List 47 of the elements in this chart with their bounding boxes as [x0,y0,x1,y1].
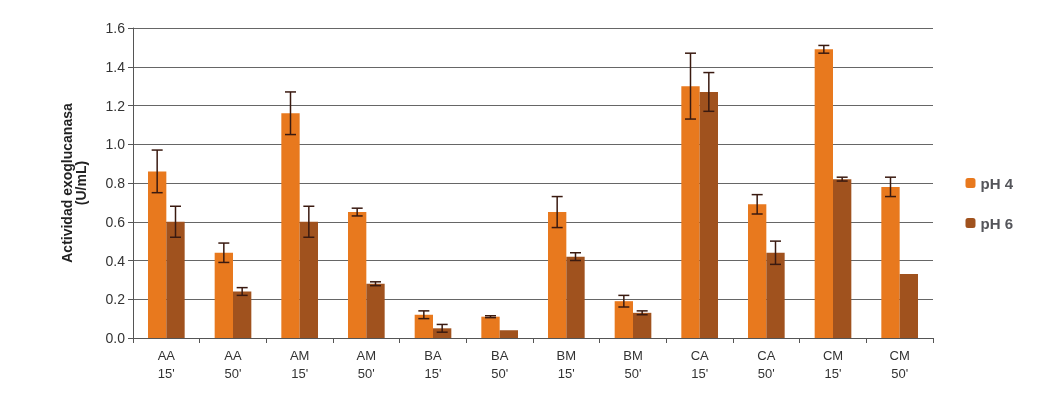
bar [281,113,300,338]
bar [233,291,252,338]
x-tick-label: BA 15' [424,347,442,381]
y-tick-label: 1.0 [105,136,126,153]
y-tick-label: 1.6 [105,20,126,36]
bar [881,186,900,338]
x-tick-label: CM 15' [822,347,844,381]
bar [614,301,633,338]
y-tick-label: 0.6 [105,213,126,230]
x-tick-label: CM 50' [889,347,910,381]
x-tick-label: BM 50' [623,347,643,381]
bar [481,316,500,338]
bar [299,221,318,338]
bar [166,221,185,338]
bar [748,204,767,338]
bar [699,91,718,338]
x-tick-label: AM 50' [356,347,377,381]
bar [566,256,585,338]
x-tick-label: BA 50' [490,347,509,381]
bar [766,252,785,338]
bar [499,330,518,338]
y-tick-label: 1.2 [105,97,126,114]
x-tick-label: CA 15' [690,347,710,381]
bar [148,171,167,338]
legend-label: pH 4 [980,174,1014,192]
x-tick-label: AA 15' [157,347,176,381]
bar [214,252,233,338]
y-tick-label: 0.2 [105,291,126,308]
x-tick-label: AA 50' [224,347,242,381]
bar [414,314,433,338]
x-tick-label: BM 15' [556,347,577,381]
bar [348,212,367,338]
y-tick-label: 0.8 [105,175,126,191]
bar [833,179,852,338]
bar [899,274,918,338]
bar [548,212,567,338]
x-tick-label: CA 50' [757,347,776,381]
bar [366,283,385,338]
legend-label: pH 6 [980,214,1014,232]
bar [681,86,700,338]
y-axis-title: Actividad exoglucanasa (U/mL) [59,103,89,263]
y-tick-label: 1.4 [105,58,126,75]
y-tick-label: 0.4 [105,252,126,269]
x-tick-label: AM 15' [289,347,310,381]
y-tick-label: 0.0 [105,330,126,346]
bar [633,312,652,338]
bar [814,49,833,338]
